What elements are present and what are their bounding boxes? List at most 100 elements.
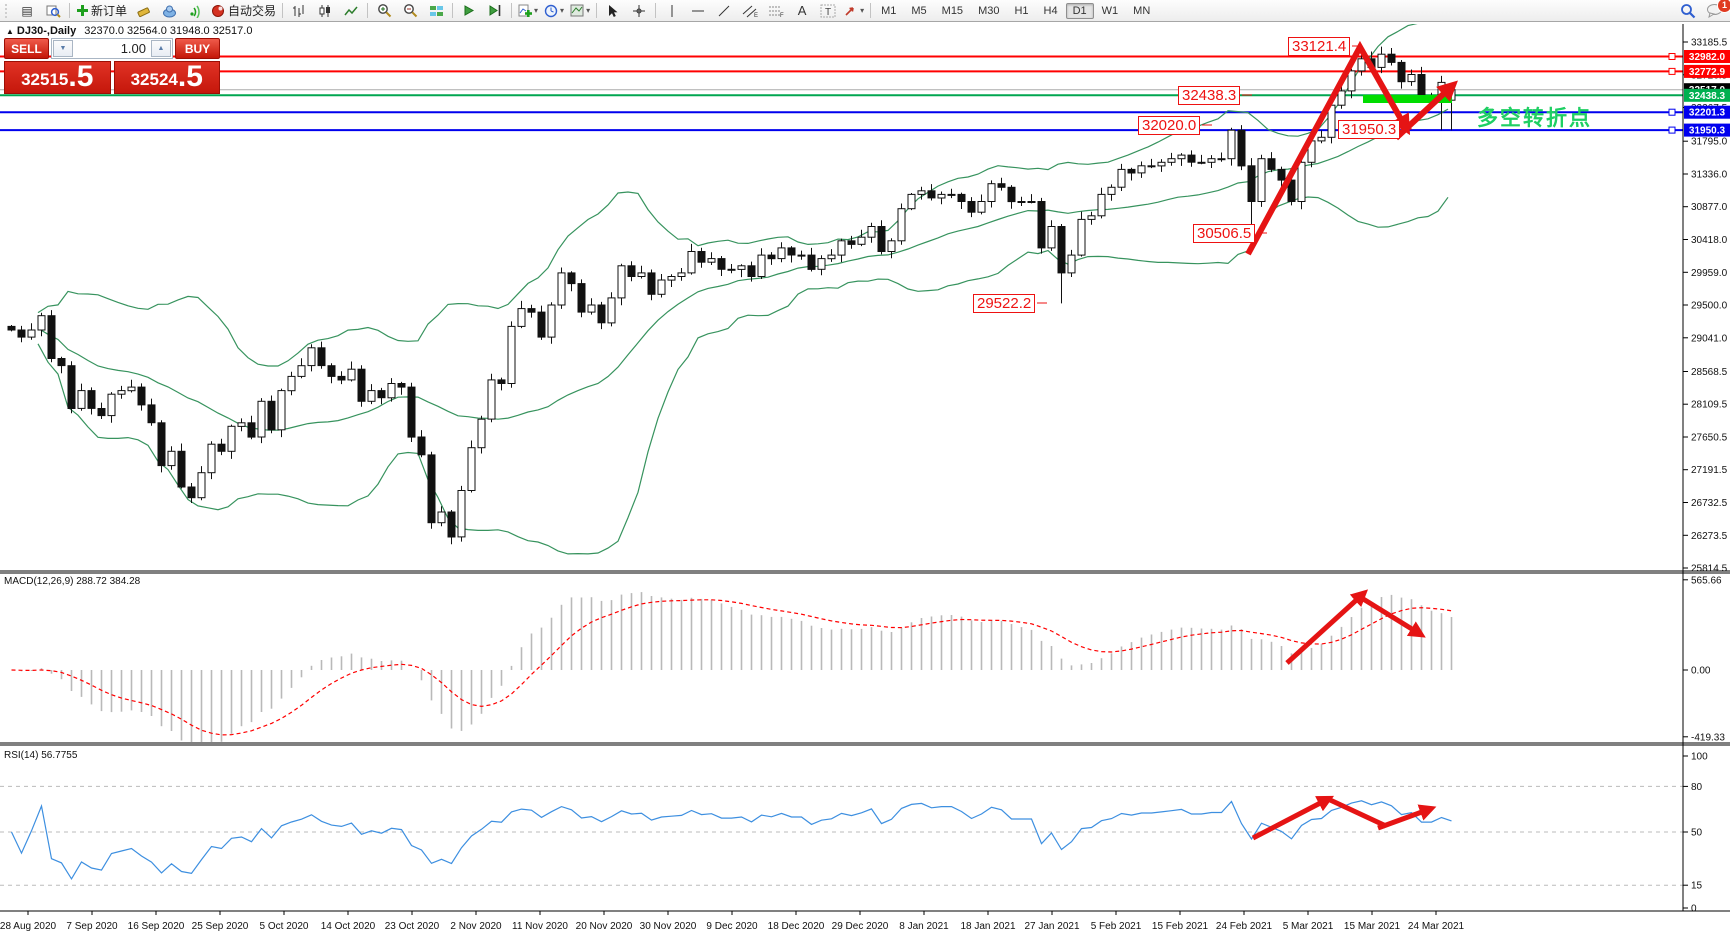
cloud-user-icon (162, 5, 176, 17)
svg-text:26732.5: 26732.5 (1691, 498, 1728, 509)
buy-price[interactable]: 32524.5 (113, 61, 220, 94)
timeframe-W1[interactable]: W1 (1101, 4, 1119, 17)
timeframe-H1[interactable]: H1 (1014, 4, 1029, 17)
cursor-button[interactable] (600, 1, 626, 21)
trend-arrow (1377, 804, 1437, 831)
svg-text:29 Dec 2020: 29 Dec 2020 (832, 921, 889, 932)
autoscroll-button[interactable] (456, 1, 482, 21)
price-annotation-label[interactable]: 31950.3 (1338, 120, 1401, 139)
new-chart-button[interactable]: ▤ (14, 1, 40, 21)
vertical-line-button[interactable] (659, 1, 685, 21)
fibonacci-button[interactable]: F (763, 1, 789, 21)
volume-decrease-button[interactable]: ▼ (53, 40, 73, 57)
svg-text:9 Dec 2020: 9 Dec 2020 (706, 921, 758, 932)
buy-button[interactable]: BUY (175, 38, 220, 59)
candlestick-icon (319, 4, 331, 17)
text-label-icon: T (820, 4, 836, 18)
template-icon (570, 4, 584, 17)
svg-text:28568.5: 28568.5 (1691, 367, 1728, 378)
text-label-button[interactable]: T (815, 1, 841, 21)
toolbar-grip[interactable] (5, 3, 12, 18)
indicators-button[interactable]: ▾ (515, 1, 541, 21)
sell-price-dec: .5 (68, 60, 94, 93)
autotrading-icon (212, 4, 225, 17)
svg-text:29500.0: 29500.0 (1691, 301, 1728, 312)
timeframe-MN[interactable]: MN (1133, 4, 1151, 17)
svg-text:7 Sep 2020: 7 Sep 2020 (66, 921, 118, 932)
chart-preview-button[interactable] (40, 1, 66, 21)
line-chart-icon (344, 6, 358, 15)
svg-text:0.00: 0.00 (1691, 666, 1711, 677)
volume-value[interactable]: 1.00 (120, 41, 146, 56)
timeframe-D1[interactable]: D1 (1065, 2, 1094, 19)
svg-text:32201.3: 32201.3 (1689, 108, 1726, 119)
line-chart-button[interactable] (338, 1, 364, 21)
svg-text:15: 15 (1691, 881, 1703, 892)
search-button[interactable] (1675, 1, 1701, 21)
svg-text:32438.3: 32438.3 (1689, 91, 1726, 102)
trendline-button[interactable] (711, 1, 737, 21)
zoom-out-button[interactable] (397, 1, 423, 21)
chart-shift-button[interactable] (482, 1, 508, 21)
svg-text:-419.33: -419.33 (1691, 732, 1725, 743)
svg-text:25814.5: 25814.5 (1691, 564, 1728, 575)
volume-box: ▼ 1.00 ▲ (51, 38, 173, 59)
main-toolbar: ▤ 新订单 自动交易 (0, 0, 1730, 22)
timeframe-M5[interactable]: M5 (911, 4, 927, 17)
tile-windows-button[interactable] (423, 1, 449, 21)
price-annotation-label[interactable]: 29522.2 (973, 294, 1036, 313)
candles (7, 46, 1456, 545)
svg-text:27 Jan 2021: 27 Jan 2021 (1024, 921, 1079, 932)
arrows-tool-button[interactable]: ▾ (841, 1, 867, 21)
price-annotation-label[interactable]: 33121.4 (1288, 37, 1351, 56)
periods-button[interactable]: ▾ (541, 1, 567, 21)
svg-text:5 Mar 2021: 5 Mar 2021 (1283, 921, 1334, 932)
timeframe-H4[interactable]: H4 (1043, 4, 1058, 17)
bar-chart-icon (293, 4, 304, 17)
one-click-collapse-icon[interactable]: ▲ (6, 27, 14, 36)
vertical-line-icon (671, 4, 673, 17)
autotrading-button[interactable]: 自动交易 (208, 1, 279, 21)
trend-arrow (1393, 80, 1458, 141)
timeframe-bar: M1 M5 M15 M30 H1 H4 D1 W1 MN (874, 2, 1157, 19)
svg-text:14 Oct 2020: 14 Oct 2020 (321, 921, 376, 932)
svg-text:8 Jan 2021: 8 Jan 2021 (899, 921, 949, 932)
chat-button[interactable]: 1 (1701, 0, 1730, 21)
new-order-button[interactable]: 新订单 (73, 1, 130, 21)
svg-text:23 Oct 2020: 23 Oct 2020 (385, 921, 440, 932)
svg-text:28 Aug 2020: 28 Aug 2020 (0, 921, 57, 932)
equidistant-channel-button[interactable]: E (737, 1, 763, 21)
turning-point-annotation[interactable]: 多空转折点 (1477, 107, 1592, 130)
price-annotation-label[interactable]: 32438.3 (1178, 86, 1241, 105)
trend-arrow (1285, 589, 1369, 665)
svg-text:11 Nov 2020: 11 Nov 2020 (512, 921, 568, 932)
timeframe-M1[interactable]: M1 (881, 4, 897, 17)
bar-chart-button[interactable] (286, 1, 312, 21)
svg-text:E: E (754, 13, 758, 18)
sell-button[interactable]: SELL (4, 38, 49, 59)
text-button[interactable]: A (789, 1, 815, 21)
price-axis-badges: 32982.032772.932517.032438.332201.331950… (1684, 50, 1730, 137)
zoom-in-icon (377, 4, 391, 18)
horizontal-line-button[interactable] (685, 1, 711, 21)
price-annotation-label[interactable]: 32020.0 (1138, 116, 1201, 135)
svg-text:31795.0: 31795.0 (1691, 137, 1728, 148)
horizontal-line-icon (692, 10, 705, 11)
timeframe-M15[interactable]: M15 (941, 4, 964, 17)
sell-price[interactable]: 32515.5 (4, 61, 111, 94)
text-tool-icon: A (797, 3, 807, 18)
zoom-in-button[interactable] (371, 1, 397, 21)
templates-button[interactable]: ▾ (567, 1, 593, 21)
timeframe-M30[interactable]: M30 (978, 4, 1000, 17)
candlestick-chart-button[interactable] (312, 1, 338, 21)
community-button[interactable] (156, 1, 182, 21)
crosshair-button[interactable] (626, 1, 652, 21)
volume-increase-button[interactable]: ▲ (151, 40, 171, 57)
signals-button[interactable] (182, 1, 208, 21)
svg-text:31950.3: 31950.3 (1689, 126, 1726, 137)
price-annotation-label[interactable]: 30506.5 (1193, 224, 1256, 243)
svg-text:30 Nov 2020: 30 Nov 2020 (640, 921, 697, 932)
svg-text:32982.0: 32982.0 (1689, 52, 1726, 63)
styler-button[interactable] (130, 1, 156, 21)
